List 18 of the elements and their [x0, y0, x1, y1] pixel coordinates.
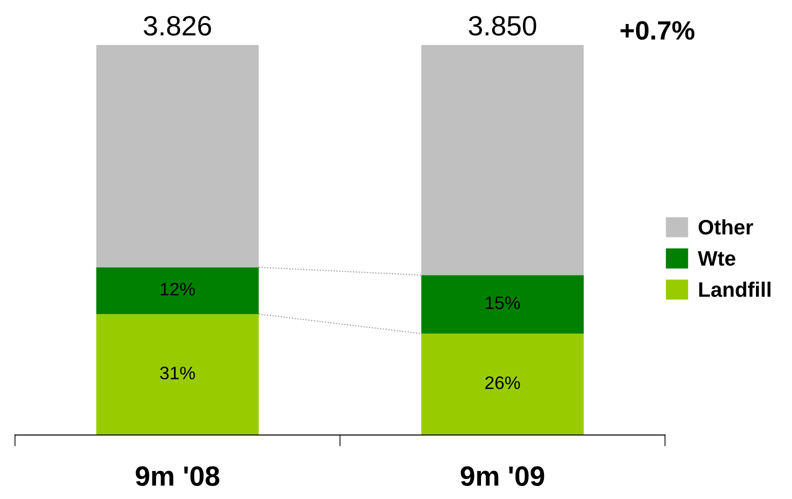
bar: [96, 45, 259, 268]
x-tick-label: 9m '09: [460, 466, 544, 486]
data-label: 15%: [486, 296, 520, 310]
annotation: 3.826: [144, 16, 212, 36]
bar: [96, 267, 259, 314]
annotation: 3.850: [468, 16, 536, 36]
x-tick-label: 9m '08: [136, 466, 220, 486]
bar: [421, 45, 584, 276]
legend-label: Landfill: [699, 282, 770, 297]
data-label: 26%: [485, 376, 520, 390]
text: +0.7%: [620, 21, 694, 40]
data-label: 31%: [160, 366, 195, 380]
legend-label: Wte: [698, 251, 736, 266]
legend-label: Other: [698, 219, 754, 235]
bar: [421, 334, 584, 435]
bar: [421, 275, 584, 334]
data-label: 12%: [160, 282, 195, 296]
bar: [96, 314, 259, 435]
